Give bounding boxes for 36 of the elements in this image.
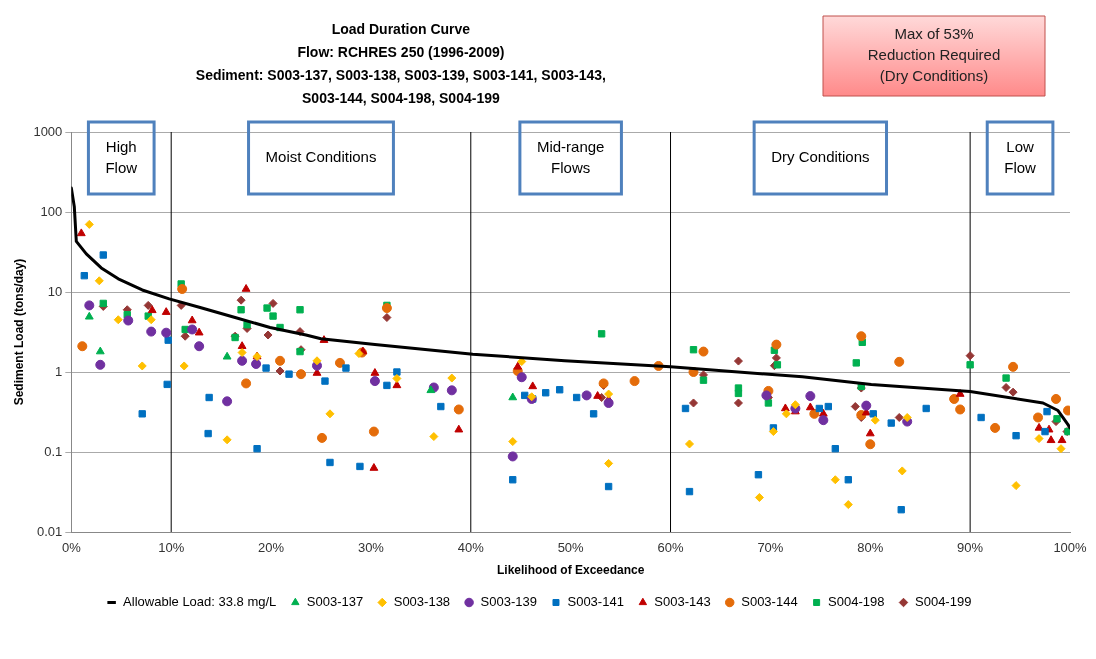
y-axis-title: Sediment Load (tons/day) <box>11 258 26 406</box>
legend-label: S003-143 <box>654 594 711 610</box>
legend-label: S003-138 <box>393 594 451 610</box>
legend-label: S003-139 <box>480 594 537 610</box>
x-tick-label: 20% <box>258 540 285 556</box>
x-tick-label: 70% <box>757 540 784 556</box>
y-tick-label: 100 <box>40 203 63 219</box>
annotation: High Flow <box>105 137 138 176</box>
y-tick-label: 10 <box>47 283 63 299</box>
x-tick-label: 10% <box>158 540 185 556</box>
annotation: Moist Conditions <box>265 148 377 166</box>
x-tick-label: 80% <box>857 540 884 556</box>
y-tick-label: 0.01 <box>37 523 63 539</box>
annotation: Dry Conditions <box>771 148 870 166</box>
text: Max of 53% Reduction Required (Dry Conditions) <box>867 25 1001 85</box>
legend-label: S004-198 <box>828 594 885 610</box>
x-tick-label: 50% <box>557 540 585 556</box>
y-tick-label: 1000 <box>33 123 63 139</box>
annotation: Mid-range Flows <box>536 137 605 176</box>
legend-label: S003-144 <box>741 594 798 610</box>
x-axis-title: Likelihood of Exceedance <box>496 563 645 578</box>
chart-subtitle: Flow: RCHRES 250 (1996-2009) Sediment: S003-137, S003-138, S003-139, S003-141, S003-143, S003-144, S004-198, S004-199 <box>195 43 606 106</box>
legend-label: Allowable Load: 33.8 mg/L <box>123 594 277 610</box>
x-tick-label: 30% <box>357 540 385 556</box>
legend-label: S003-137 <box>306 594 364 610</box>
y-tick-label: 0.1 <box>44 443 63 459</box>
y-tick-label: 1 <box>55 363 63 379</box>
legend-label: S003-141 <box>567 594 624 610</box>
legend-label: S004-199 <box>915 594 972 610</box>
chart-title: Load Duration Curve <box>331 20 471 37</box>
x-tick-label: 100% <box>1053 540 1088 556</box>
x-tick-label: 60% <box>657 540 684 556</box>
x-tick-label: 90% <box>957 540 984 556</box>
x-tick-label: 0% <box>61 540 82 556</box>
x-tick-label: 40% <box>457 540 485 556</box>
annotation: Low Flow <box>1004 137 1037 176</box>
